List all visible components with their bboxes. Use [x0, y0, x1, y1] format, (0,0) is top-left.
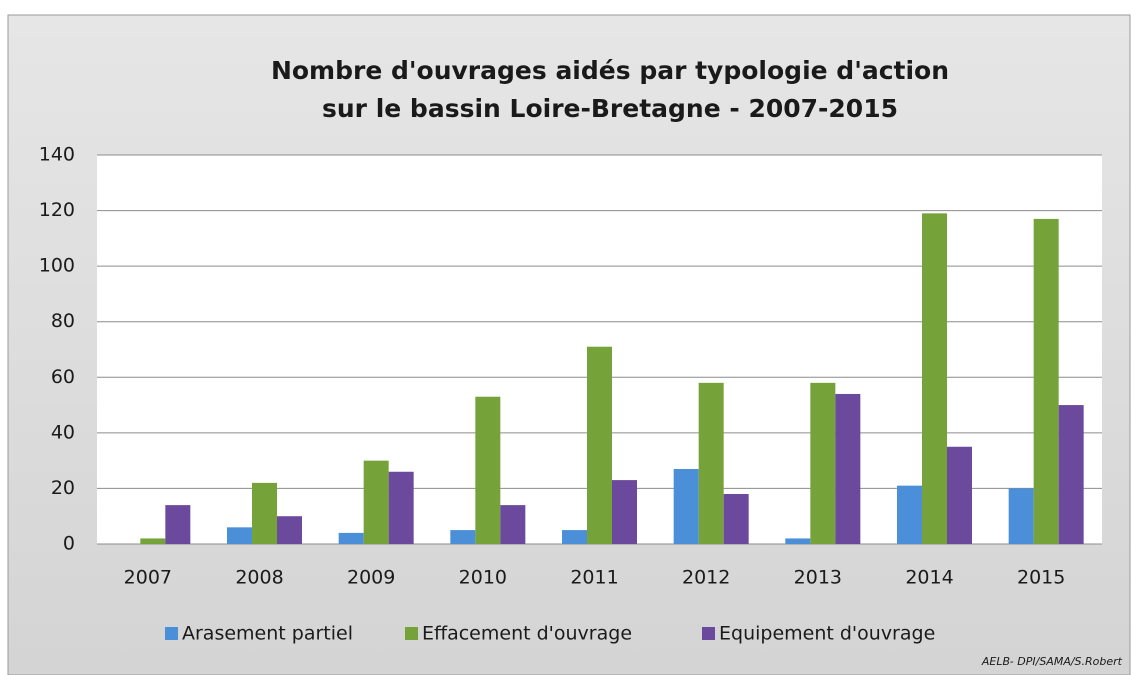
source-credit: AELB- DPI/SAMA/S.Robert: [981, 655, 1123, 668]
bar: [835, 393, 861, 544]
bar: [140, 538, 166, 544]
x-tick-label: 2009: [347, 567, 395, 589]
x-tick-label: 2013: [794, 567, 842, 589]
bar: [562, 530, 587, 544]
bar: [363, 460, 389, 544]
bar: [165, 505, 191, 544]
y-tick-label: 40: [51, 421, 75, 443]
bar: [338, 532, 364, 544]
x-tick-label: 2015: [1017, 567, 1065, 589]
legend-label: Equipement d'ouvrage: [719, 623, 935, 645]
bar: [500, 505, 526, 544]
x-tick-label: 2011: [570, 567, 618, 589]
bar: [612, 480, 637, 544]
bar: [277, 516, 302, 544]
y-tick-label: 100: [39, 255, 75, 277]
y-tick-label: 80: [51, 310, 75, 332]
legend-label: Arasement partiel: [182, 623, 353, 645]
bar: [922, 213, 947, 544]
bar: [388, 471, 414, 544]
bar: [450, 530, 476, 544]
y-tick-label: 0: [63, 533, 75, 555]
bar: [723, 493, 749, 544]
bar: [673, 468, 699, 544]
bar: [947, 446, 972, 544]
legend-label: Effacement d'ouvrage: [422, 623, 632, 645]
bar: [475, 396, 501, 544]
bar: [810, 382, 836, 544]
chart-title: Nombre d'ouvrages aidés par typologie d'…: [271, 56, 949, 85]
chart-title: sur le bassin Loire-Bretagne - 2007-2015: [322, 94, 898, 123]
bar: [1058, 405, 1084, 544]
x-tick-label: 2008: [235, 567, 283, 589]
bar: [897, 485, 922, 544]
y-tick-label: 140: [39, 144, 75, 166]
bar: [785, 538, 811, 544]
x-tick-label: 2012: [682, 567, 730, 589]
y-tick-label: 20: [51, 477, 75, 499]
y-tick-label: 60: [51, 366, 75, 388]
bar: [1008, 488, 1034, 544]
x-tick-label: 2007: [124, 567, 172, 589]
y-tick-label: 120: [39, 199, 75, 221]
x-tick-label: 2010: [459, 567, 507, 589]
bar: [227, 527, 252, 544]
bar: [587, 346, 612, 544]
legend-swatch: [165, 627, 178, 640]
legend-swatch: [702, 627, 715, 640]
bar: [1033, 218, 1059, 544]
bar: [698, 382, 724, 544]
legend-swatch: [405, 627, 418, 640]
bar: [252, 482, 277, 544]
x-tick-label: 2014: [905, 567, 953, 589]
